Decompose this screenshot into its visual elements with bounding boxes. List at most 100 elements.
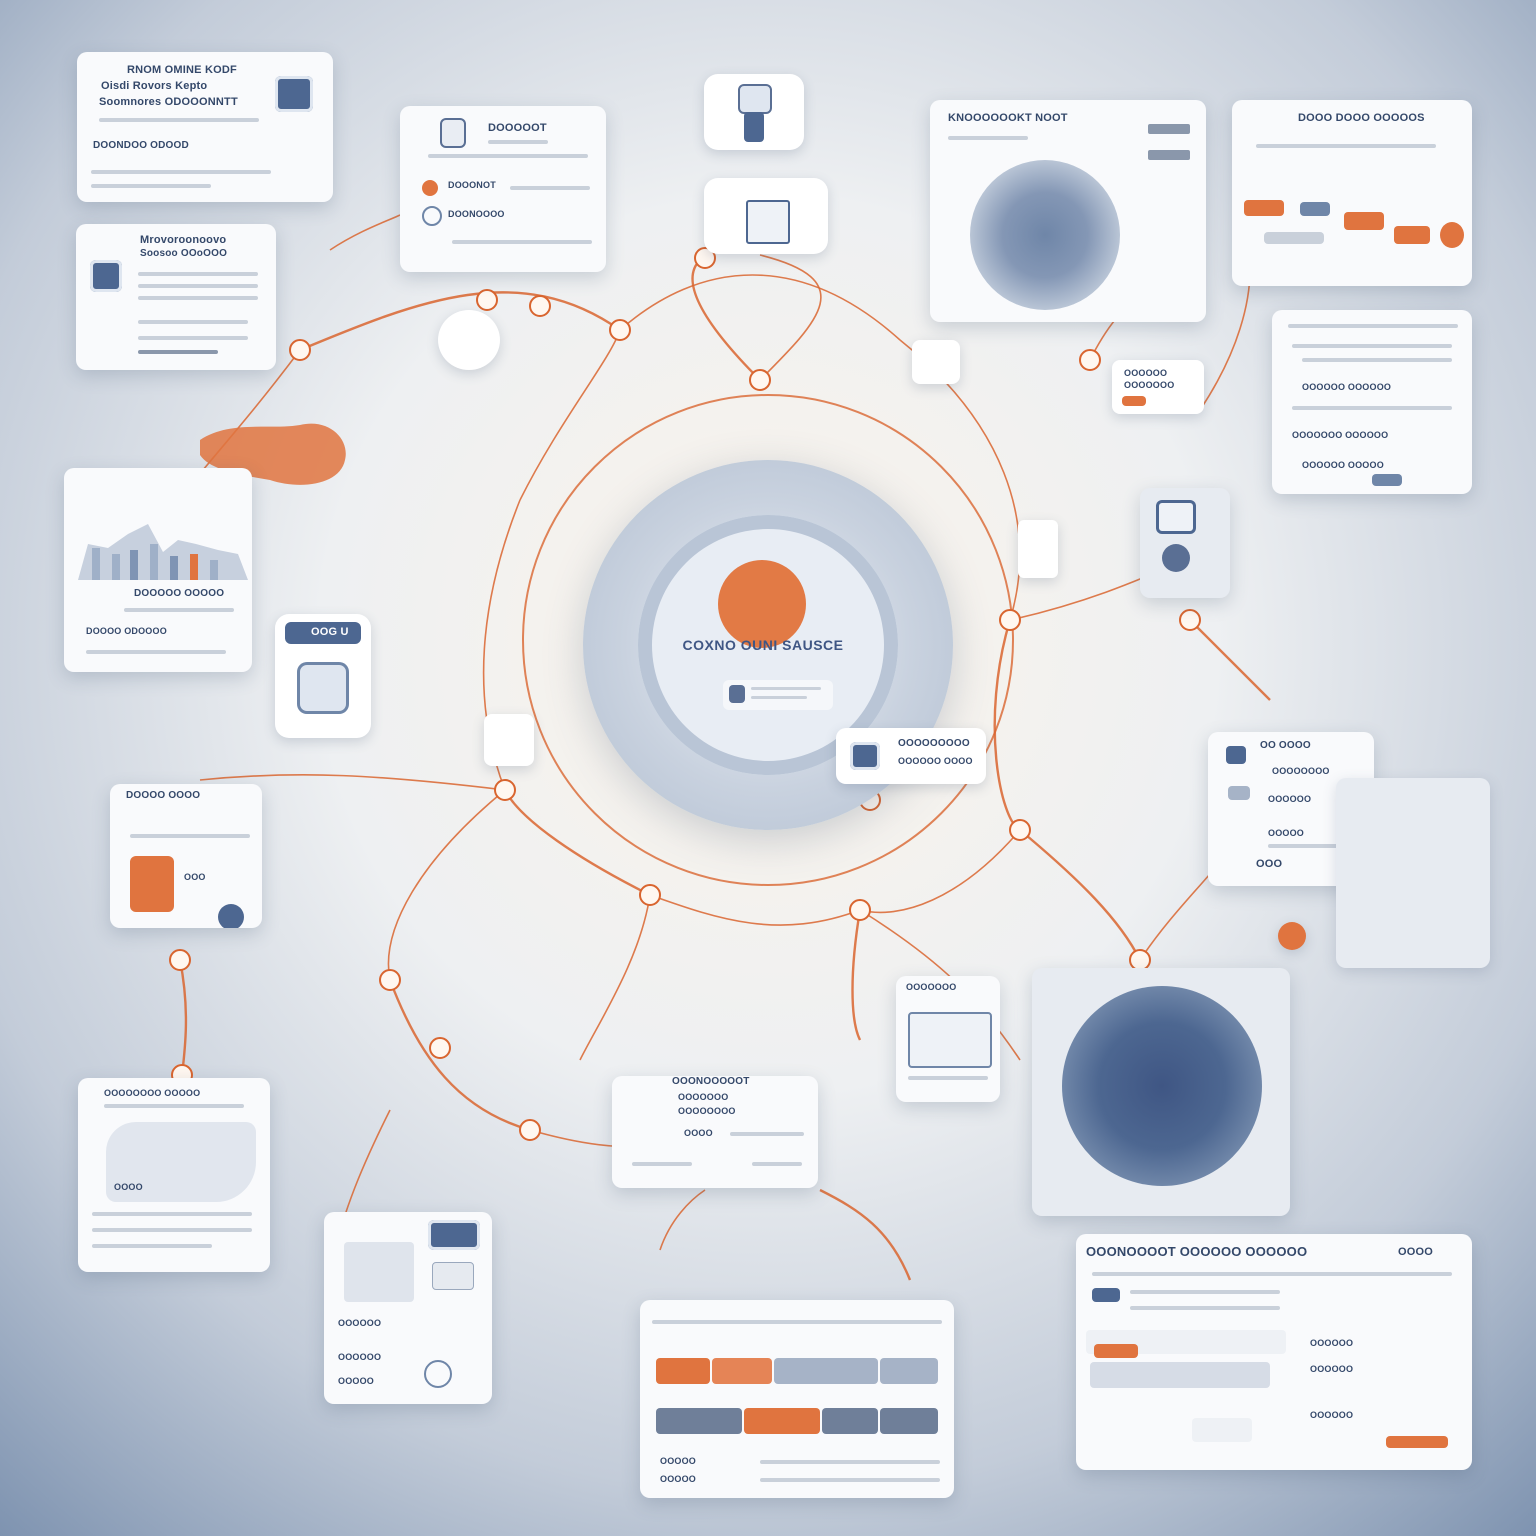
card-bottom-right-row2: OOOOOO: [1310, 1364, 1354, 1374]
table-header-row: [656, 1358, 938, 1384]
card-left-chart-row: DOOOO ODOOOO: [86, 626, 167, 636]
connector-line: [178, 959, 188, 1076]
card-bottom-center[interactable]: OOOOOOOO OOOOT OOOOO OOOOO: [640, 1300, 954, 1498]
junction-node: [476, 289, 498, 311]
card-center-bubble-title: OOOOOOOOO: [898, 738, 970, 749]
world-globe-icon: [1062, 986, 1262, 1186]
junction-node: [1079, 349, 1101, 371]
card-right-list-row2: OOOOOOO OOOOOO: [1292, 430, 1389, 440]
card-right-list-row3: OOOOOO OOOOO: [1302, 460, 1384, 470]
connector-line: [659, 1189, 706, 1251]
globe-panel[interactable]: [1032, 968, 1290, 1216]
connector-line: [579, 894, 651, 1061]
dashboard-icon: [1092, 1288, 1120, 1302]
card-top-center-row1: DOOONOT: [448, 180, 496, 190]
card-left-badge[interactable]: OOG U: [275, 614, 371, 738]
card-bottom-right[interactable]: OOONOOOOT OOOOOO OOOOOO OOOO OOOOOO OOOO…: [1076, 1234, 1472, 1470]
card-right-mid-row2: OOOOOO: [1268, 794, 1312, 804]
card-center-popup-row2: OOOOOOOO: [678, 1106, 736, 1116]
connector-line: [649, 894, 861, 926]
card-left-upper-title: Mrovoroonoovo: [140, 234, 227, 246]
orange-dot-icon: [422, 180, 438, 196]
connector-line: [388, 979, 531, 1132]
card-left-badge-label: OOG U: [311, 626, 349, 638]
card-bottom-left-row2: OOOOOO: [338, 1352, 382, 1362]
card-right-mid-row1: OOOOOOOO: [1272, 766, 1330, 776]
connector-line: [1199, 269, 1251, 411]
robot-icon[interactable]: [704, 74, 804, 150]
card-center-popup-btn[interactable]: OOOO: [684, 1128, 713, 1138]
connector-line: [851, 909, 862, 1041]
card-right-popup-row: OOOOOOO: [1124, 380, 1175, 390]
table-row[interactable]: [656, 1408, 938, 1434]
connector-line: [1019, 829, 1142, 961]
card-center-bubble[interactable]: OOOOOOOOO OOOOOO OOOO: [836, 728, 986, 784]
junction-node: [169, 949, 191, 971]
card-top-right-b[interactable]: DOOO DOOO OOOOOS: [1232, 100, 1472, 286]
junction-node: [999, 609, 1021, 631]
card-top-left[interactable]: RNOM OMINE KODF Oisdi Rovors Kepto Soomn…: [77, 52, 333, 202]
junction-node: [429, 1037, 451, 1059]
card-center-popup-row1: OOOOOOO: [678, 1092, 729, 1102]
laptop-icon[interactable]: [484, 714, 534, 766]
card-top-center-row2: DOONOOOO: [448, 209, 505, 219]
card-right-mid-shadow: [1336, 778, 1490, 968]
connector-line: [859, 829, 1021, 914]
card-left-chart-caption: DOOOOO OOOOO: [134, 588, 225, 599]
card-bottom-right-row3: OOOOOO: [1310, 1410, 1354, 1420]
card-left-mid-title: DOOOO OOOO: [126, 790, 201, 801]
junction-node: [609, 319, 631, 341]
junction-node: [1009, 819, 1031, 841]
card-left-upper[interactable]: Mrovoroonoovo Soosoo OOoOOO: [76, 224, 276, 370]
junction-node: [1129, 949, 1151, 971]
card-left-map[interactable]: OOOOOOOO OOOOO OOOO: [78, 1078, 270, 1272]
connector-line: [519, 329, 621, 501]
connector-line: [387, 789, 506, 981]
card-bottom-left[interactable]: OOOOOO OOOOOO OOOOO: [324, 1212, 492, 1404]
connector-line: [503, 789, 651, 897]
card-right-list[interactable]: OOOOOO OOOOOO OOOOOOO OOOOOO OOOOOO OOOO…: [1272, 310, 1472, 494]
lab-icon[interactable]: [438, 310, 500, 370]
card-bottom-mid-title: OOOOOOO: [906, 982, 957, 992]
card-left-mid[interactable]: DOOOO OOOO OOO: [110, 784, 262, 928]
card-right-mid-footer: OOO: [1256, 858, 1283, 870]
gear-icon[interactable]: [1278, 922, 1306, 950]
server-icon: [297, 662, 349, 714]
list-icon: [1372, 474, 1402, 486]
card-right-mid-title: OO OOOO: [1260, 740, 1311, 751]
map-pin-icon: [106, 1122, 256, 1202]
card-bottom-left-row3: OOOOO: [338, 1376, 375, 1386]
card-center-popup[interactable]: OOONOOOOOT OOOOOOO OOOOOOOO OOOO: [612, 1076, 818, 1188]
card-bottom-right-row1: OOOOOO: [1310, 1338, 1354, 1348]
card-top-right-a[interactable]: KNOOOOOOKT NOOT: [930, 100, 1206, 322]
hub[interactable]: [583, 460, 953, 830]
card-left-upper-subtitle: Soosoo OOoOOO: [140, 248, 228, 259]
junction-node: [849, 899, 871, 921]
card-top-left-line2: Oisdi Rovors Kepto: [101, 80, 208, 92]
hub-orbit-ring: [522, 394, 1014, 886]
search-icon[interactable]: [275, 76, 313, 112]
card-bottom-mid[interactable]: OOOOOOO: [896, 976, 1000, 1102]
card-bottom-center-row1: OOOOO: [660, 1456, 697, 1466]
card-right-popup[interactable]: OOOOOO OOOOOOO: [1112, 360, 1204, 414]
card-top-right-a-title: KNOOOOOOKT NOOT: [948, 112, 1068, 124]
hub-label: COXNO OUNI SAUSCE: [682, 637, 844, 653]
card-left-chart[interactable]: DOOOOO OOOOO DOOOO ODOOOO: [64, 468, 252, 672]
person-icon[interactable]: [1018, 520, 1058, 578]
document-icon: [440, 118, 466, 148]
connector-line: [819, 1188, 912, 1281]
shield-icon[interactable]: [912, 340, 960, 384]
junction-node: [749, 369, 771, 391]
card-center-bubble-row: OOOOOO OOOO: [898, 756, 973, 766]
device-card[interactable]: [1140, 488, 1230, 598]
card-top-center[interactable]: DOOOOOT DOOONOT DOONOOOO: [400, 106, 606, 272]
junction-node: [529, 295, 551, 317]
junction-node: [379, 969, 401, 991]
card-top-right-b-title: DOOO DOOO OOOOOS: [1298, 112, 1425, 124]
building-icon[interactable]: [704, 178, 828, 254]
connector-line: [344, 1109, 391, 1216]
user-icon: [90, 260, 122, 292]
junction-node: [289, 339, 311, 361]
junction-node: [519, 1119, 541, 1141]
card-left-map-footer: OOOO: [114, 1182, 143, 1192]
